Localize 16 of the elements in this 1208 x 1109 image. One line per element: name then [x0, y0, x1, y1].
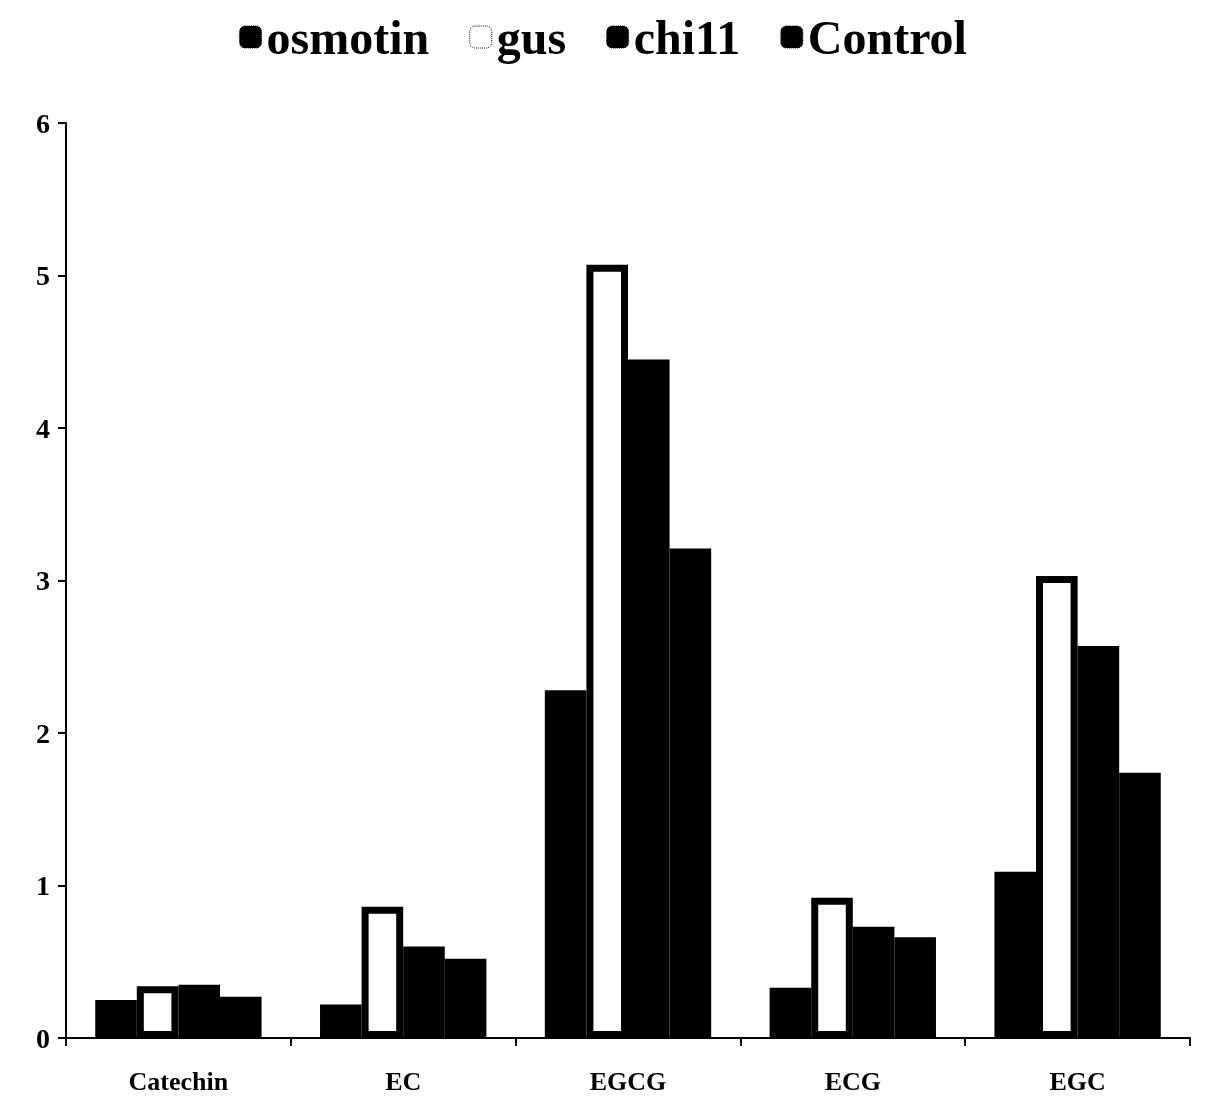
x-tick-label: Catechin	[128, 1066, 229, 1096]
legend-label: chi11	[633, 10, 741, 64]
legend-label: osmotin	[266, 10, 430, 64]
x-tick-label: ECG	[824, 1066, 881, 1096]
y-tick-label: 6	[36, 107, 50, 139]
x-tick-label: EC	[385, 1066, 422, 1096]
legend-label: gus	[496, 10, 567, 64]
y-tick-label: 5	[36, 260, 50, 291]
y-tick-label: 2	[36, 717, 50, 749]
x-tick-label: EGCG	[589, 1066, 667, 1096]
y-tick-label: 3	[36, 565, 50, 596]
x-tick-label: EGC	[1049, 1066, 1106, 1096]
y-tick-label: 1	[36, 870, 50, 901]
y-tick-label: 0	[36, 1022, 50, 1054]
legend-label: Control	[807, 10, 967, 64]
y-tick-label: 4	[36, 412, 50, 444]
